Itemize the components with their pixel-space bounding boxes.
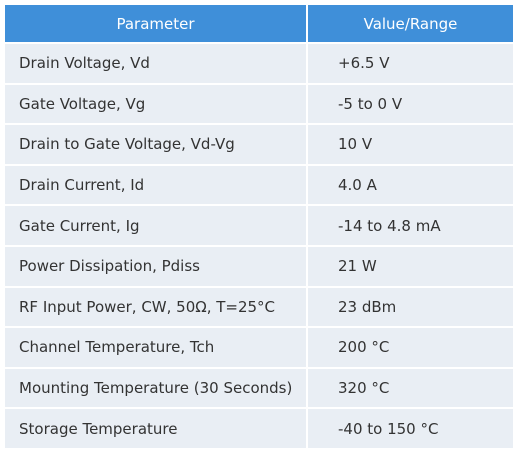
- parameter-cell: Mounting Temperature (30 Seconds): [5, 368, 306, 408]
- header-cell: Parameter: [5, 5, 306, 42]
- value-cell: -14 to 4.8 mA: [308, 206, 513, 245]
- table-row: Channel Temperature, Tch 200 °C: [5, 328, 513, 367]
- parameter-cell: Drain Current, Id: [5, 165, 306, 205]
- table-row: Power Dissipation, Pdiss 21 W: [5, 246, 513, 286]
- parameter-cell: RF Input Power, CW, 50Ω, T=25°C: [5, 287, 306, 327]
- parameter-cell: Gate Current, Ig: [5, 206, 306, 245]
- table-row: Gate Voltage, Vg -5 to 0 V: [5, 84, 513, 124]
- table-row: Gate Current, Ig -14 to 4.8 mA: [5, 206, 513, 245]
- parameter-cell: Drain to Gate Voltage, Vd-Vg: [5, 125, 306, 164]
- value-cell: 23 dBm: [308, 287, 513, 327]
- parameter-cell: Storage Temperature: [5, 409, 306, 448]
- table-row: Storage Temperature -40 to 150 °C: [5, 409, 513, 448]
- table-row: Drain Current, Id 4.0 A: [5, 165, 513, 205]
- table-header: Parameter Value/Range: [5, 5, 513, 42]
- table-row: Mounting Temperature (30 Seconds) 320 °C: [5, 368, 513, 408]
- parameter-cell: Channel Temperature, Tch: [5, 328, 306, 367]
- value-cell: 4.0 A: [308, 165, 513, 205]
- value-cell: 10 V: [308, 125, 513, 164]
- value-cell: 21 W: [308, 246, 513, 286]
- value-cell: -40 to 150 °C: [308, 409, 513, 448]
- header-row: Parameter Value/Range: [5, 5, 513, 42]
- parameter-cell: Power Dissipation, Pdiss: [5, 246, 306, 286]
- parameter-cell: Drain Voltage, Vd: [5, 44, 306, 83]
- header-cell: Value/Range: [308, 5, 513, 42]
- table-row: Drain Voltage, Vd +6.5 V: [5, 44, 513, 83]
- table-row: RF Input Power, CW, 50Ω, T=25°C 23 dBm: [5, 287, 513, 327]
- value-cell: 200 °C: [308, 328, 513, 367]
- value-cell: -5 to 0 V: [308, 84, 513, 124]
- table-body: Drain Voltage, Vd +6.5 V Gate Voltage, Vg -…: [5, 44, 513, 448]
- table-row: Drain to Gate Voltage, Vd-Vg 10 V: [5, 125, 513, 164]
- value-cell: +6.5 V: [308, 44, 513, 83]
- parameter-cell: Gate Voltage, Vg: [5, 84, 306, 124]
- value-cell: 320 °C: [308, 368, 513, 408]
- spec-table: Parameter Value/Range Drain Voltage, Vd +6…: [3, 3, 515, 450]
